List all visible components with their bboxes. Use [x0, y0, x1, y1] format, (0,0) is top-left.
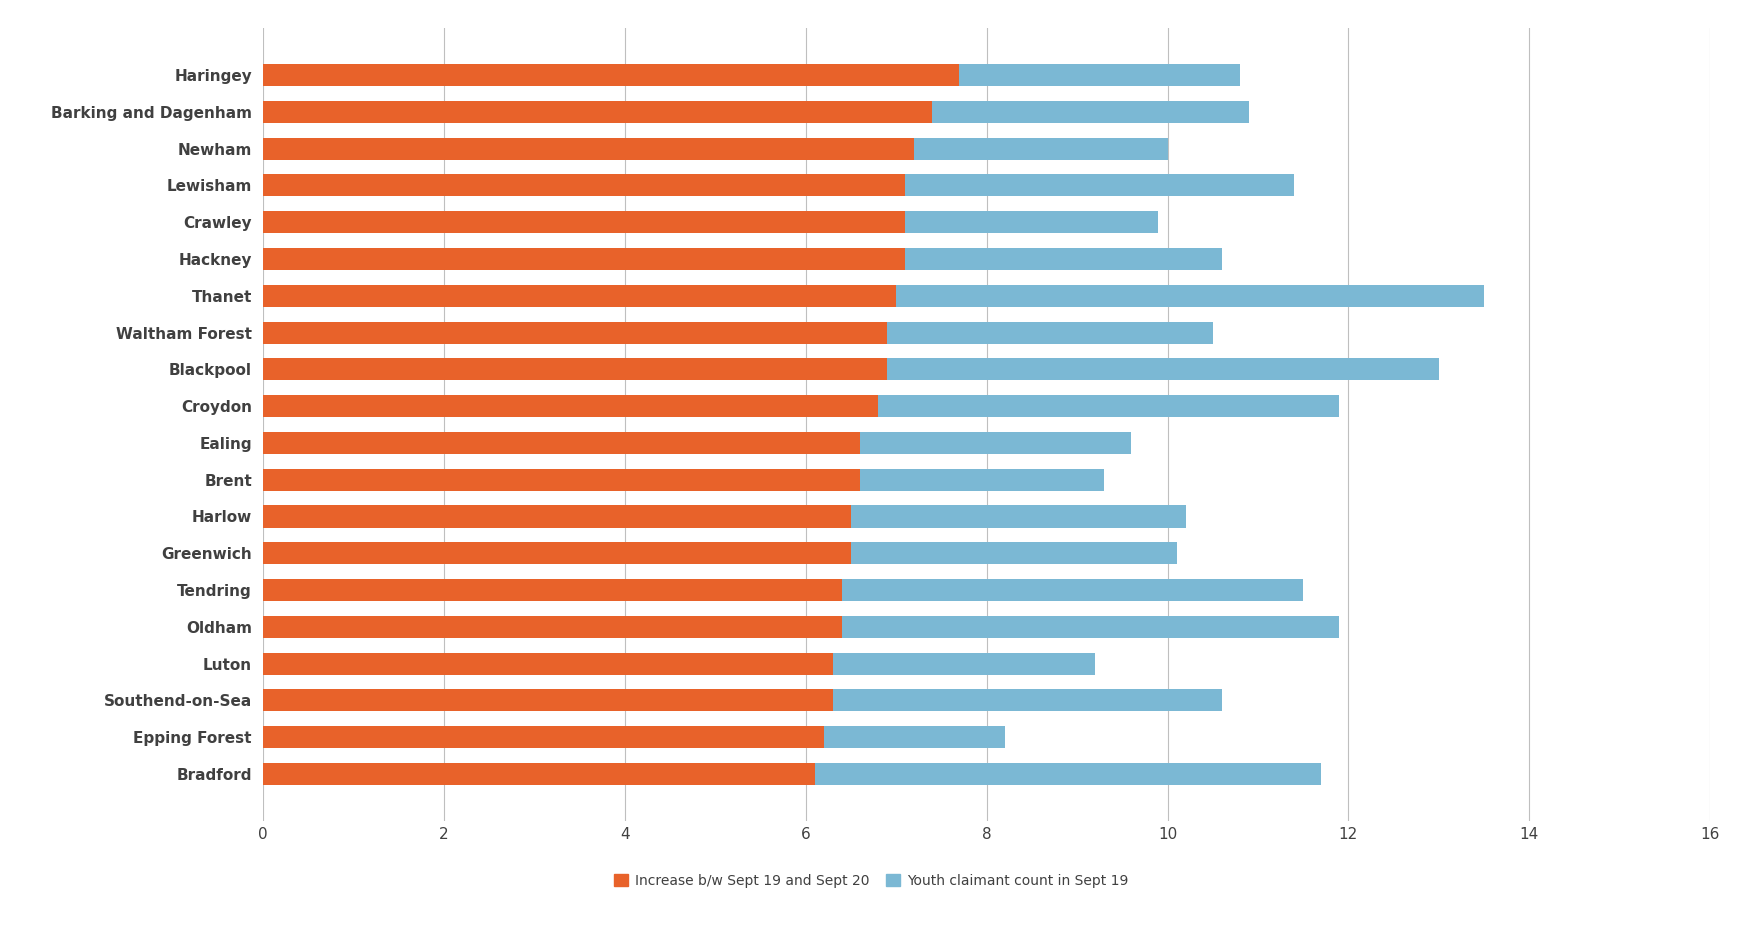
- Bar: [263, 322, 888, 343]
- Bar: [879, 395, 1340, 417]
- Bar: [263, 763, 816, 785]
- Bar: [816, 763, 1321, 785]
- Bar: [914, 137, 1168, 160]
- Bar: [859, 432, 1131, 454]
- Bar: [263, 506, 851, 527]
- Bar: [263, 395, 879, 417]
- Bar: [263, 137, 914, 160]
- Bar: [263, 652, 833, 675]
- Bar: [842, 579, 1303, 601]
- Bar: [263, 285, 896, 307]
- Bar: [263, 542, 851, 564]
- Bar: [263, 174, 905, 197]
- Bar: [263, 726, 824, 748]
- Bar: [933, 101, 1249, 123]
- Bar: [824, 726, 1005, 748]
- Bar: [851, 506, 1186, 527]
- Legend: Increase b/w Sept 19 and Sept 20, Youth claimant count in Sept 19: Increase b/w Sept 19 and Sept 20, Youth …: [609, 869, 1133, 894]
- Bar: [905, 248, 1223, 270]
- Bar: [959, 64, 1240, 86]
- Bar: [263, 579, 842, 601]
- Bar: [263, 64, 959, 86]
- Bar: [896, 285, 1484, 307]
- Bar: [263, 616, 842, 638]
- Bar: [842, 616, 1340, 638]
- Bar: [833, 689, 1223, 712]
- Bar: [263, 211, 905, 233]
- Bar: [905, 174, 1294, 197]
- Bar: [263, 358, 888, 381]
- Bar: [888, 322, 1212, 343]
- Bar: [833, 652, 1094, 675]
- Bar: [263, 432, 859, 454]
- Bar: [851, 542, 1177, 564]
- Bar: [888, 358, 1438, 381]
- Bar: [263, 689, 833, 712]
- Bar: [263, 101, 933, 123]
- Bar: [263, 248, 905, 270]
- Bar: [263, 468, 859, 491]
- Bar: [905, 211, 1158, 233]
- Bar: [859, 468, 1105, 491]
